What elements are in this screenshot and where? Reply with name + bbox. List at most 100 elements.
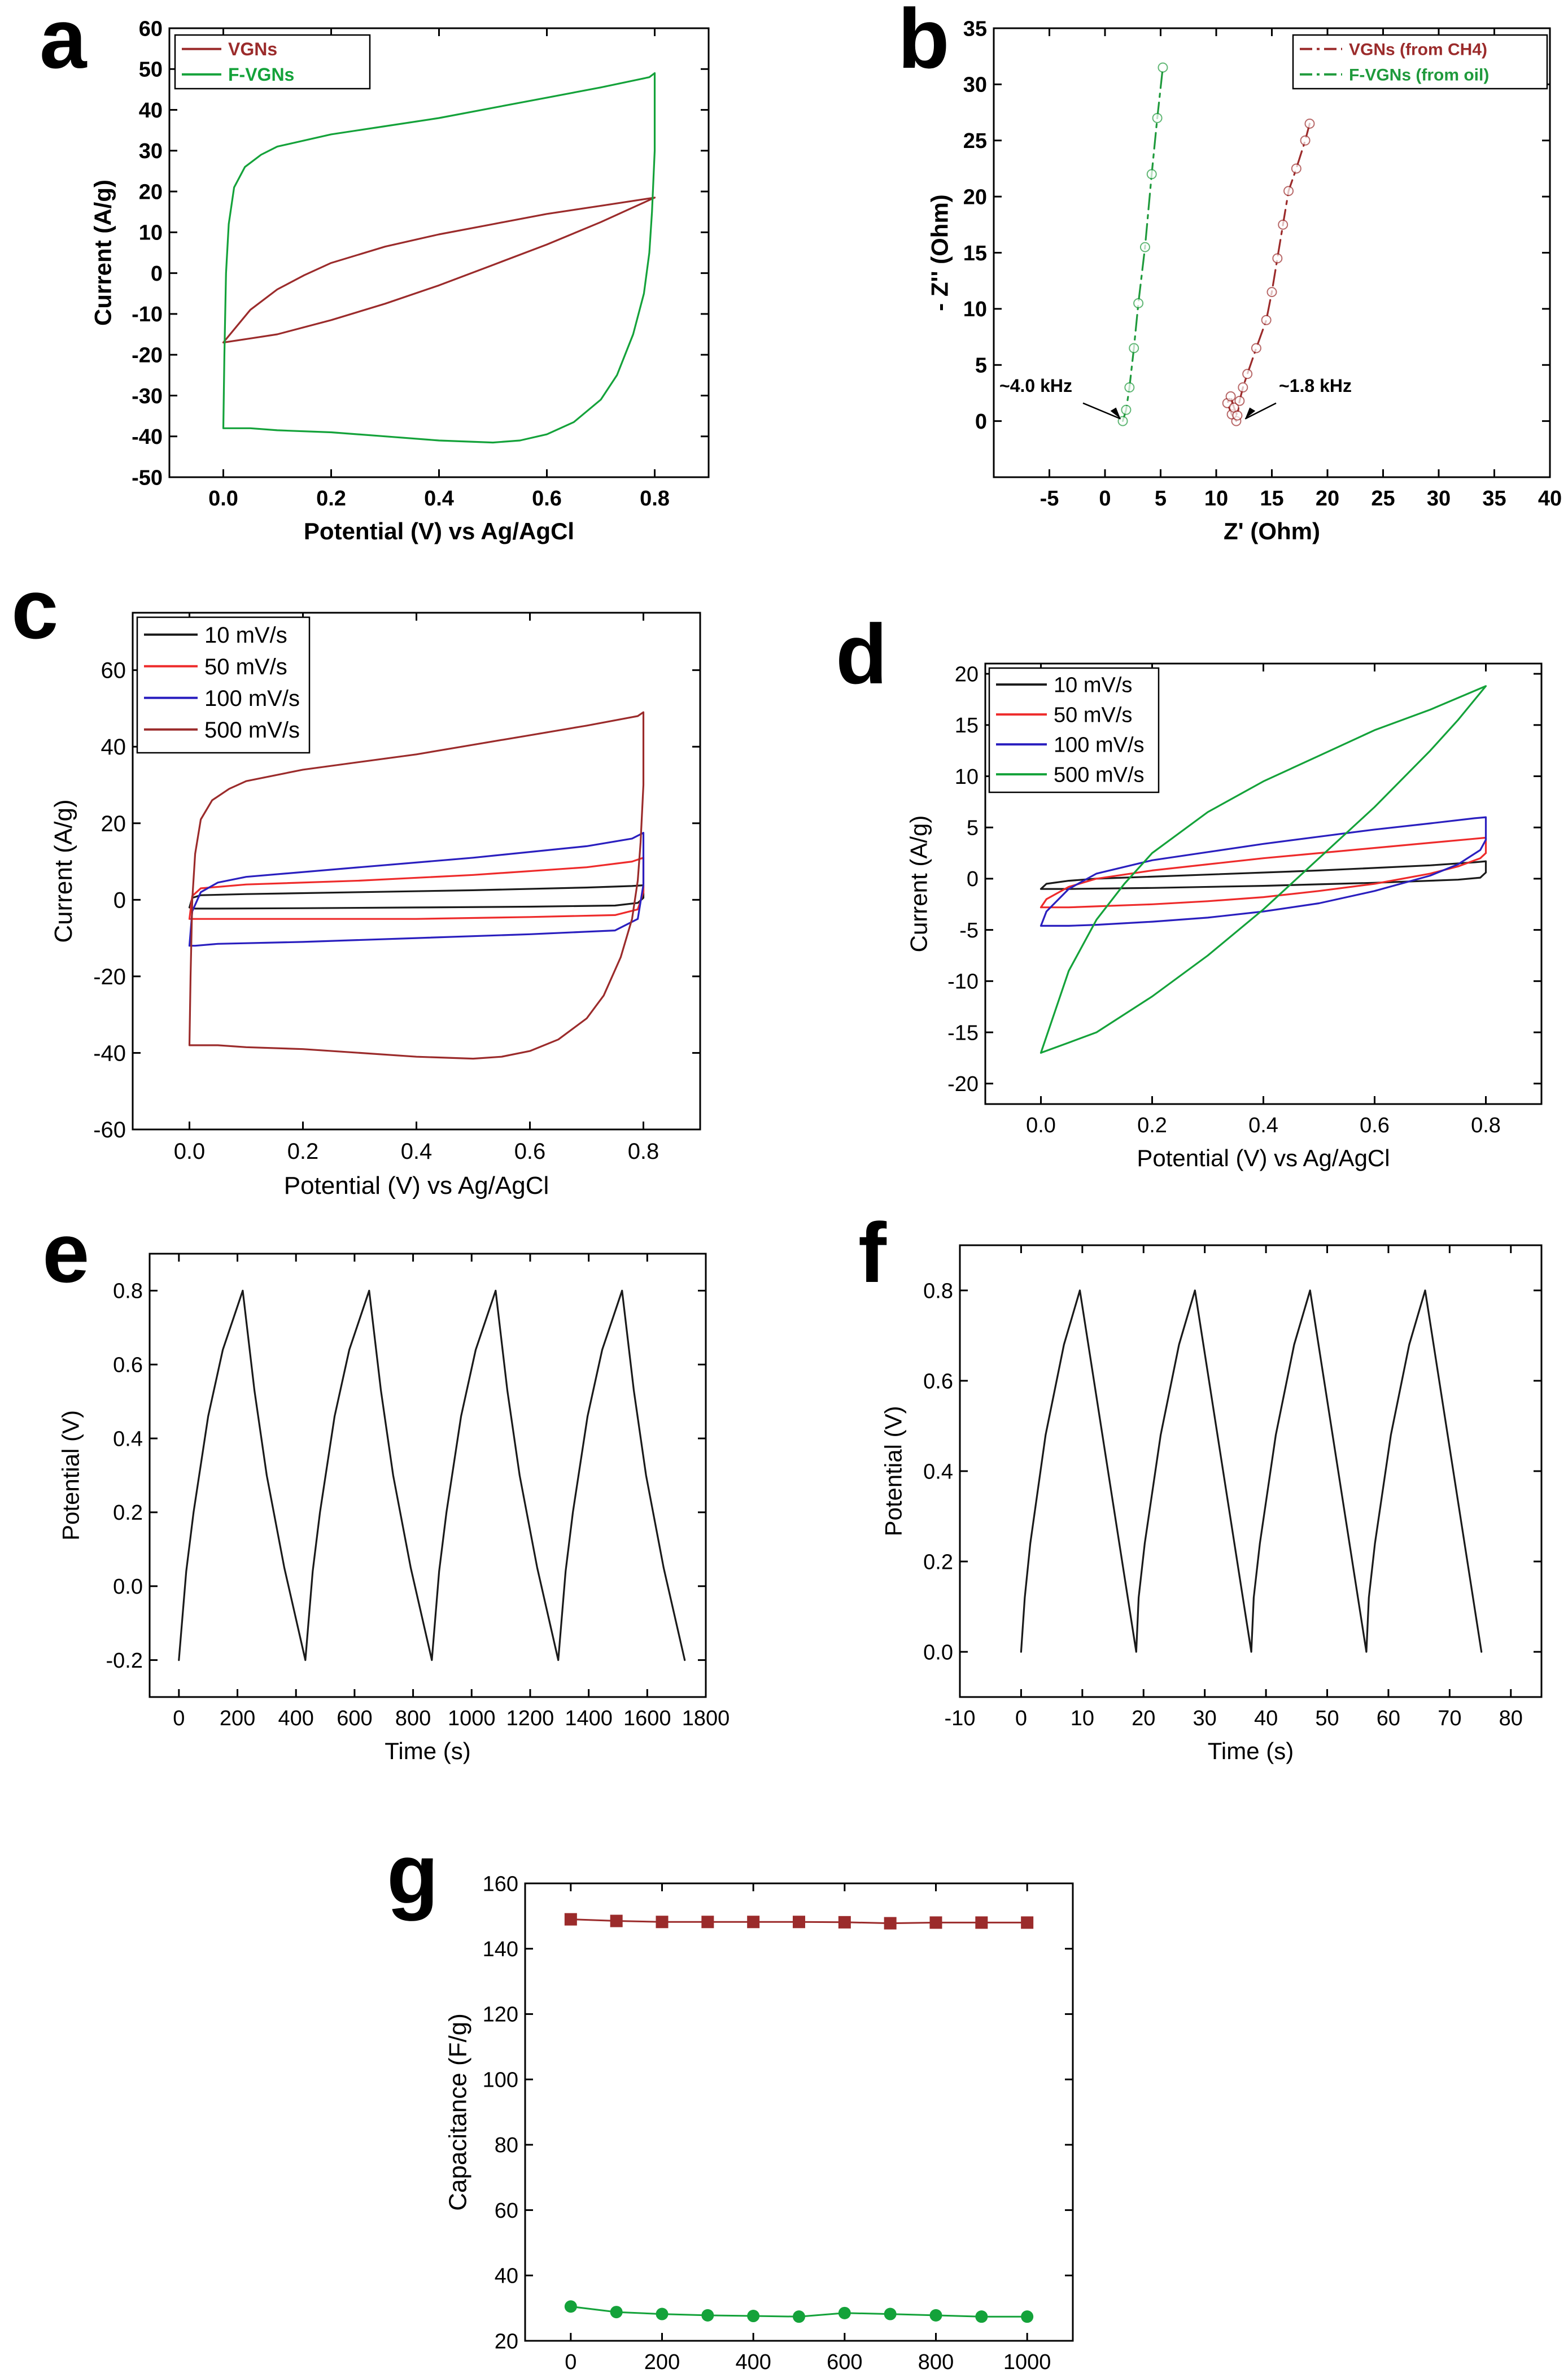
y-tick-label: -20	[947, 1072, 979, 1096]
series-line-gcd	[178, 1289, 686, 1661]
y-tick-label: 0	[151, 262, 163, 286]
y-tick-label: 0.6	[923, 1369, 953, 1393]
x-tick-label: 0.2	[316, 487, 346, 511]
annotation-4khz: ~4.0 kHz	[999, 376, 1072, 396]
data-point	[929, 1916, 942, 1929]
data-point	[1158, 62, 1168, 73]
y-tick-label: 0	[975, 410, 987, 434]
y-tick-label: 60	[495, 2199, 518, 2223]
x-tick-label: 0.4	[1248, 1114, 1278, 1137]
data-point	[1278, 219, 1289, 230]
x-tick-label: 0.8	[628, 1139, 659, 1164]
y-tick-label: 160	[483, 1872, 518, 1896]
chart-g: 0200400600800100020406080100120140160No.…	[444, 1872, 1074, 2373]
y-tick-label: -10	[947, 970, 979, 994]
x-tick-label: 0.2	[287, 1139, 319, 1164]
x-tick-label: 800	[395, 1707, 431, 1730]
x-tick-label: 0	[1015, 1707, 1027, 1730]
data-point	[884, 1917, 897, 1930]
y-tick-label: 40	[101, 735, 126, 760]
data-point	[701, 1916, 714, 1929]
x-tick-label: 1400	[565, 1707, 613, 1730]
x-tick-label: 20	[1316, 487, 1339, 511]
x-axis-label: Potential (V) vs Ag/AgCl	[284, 1172, 549, 1199]
x-tick-label: 40	[1254, 1707, 1278, 1730]
x-tick-label: 0.4	[401, 1139, 433, 1164]
x-tick-label: 600	[337, 1707, 372, 1730]
y-tick-label: 20	[955, 662, 979, 686]
data-point	[1124, 382, 1135, 392]
y-tick-label: 60	[101, 658, 126, 683]
x-axis-label: Z' (Ohm)	[1224, 518, 1320, 544]
panel-letter-e: e	[42, 1205, 89, 1300]
data-point	[1129, 343, 1139, 354]
x-tick-label: 0.2	[1137, 1114, 1167, 1137]
y-tick-label: 100	[483, 2068, 518, 2092]
data-point	[838, 2306, 851, 2319]
y-tick-label: 5	[975, 354, 987, 378]
x-tick-label: 1000	[1003, 2350, 1051, 2373]
x-tick-label: -10	[945, 1707, 976, 1730]
data-point	[975, 2310, 988, 2323]
y-tick-label: 30	[963, 73, 987, 97]
y-tick-label: 140	[483, 1938, 518, 1961]
x-tick-label: 30	[1193, 1707, 1217, 1730]
y-tick-label: 40	[495, 2265, 518, 2288]
x-tick-label: 1200	[506, 1707, 554, 1730]
x-tick-label: 0.8	[1471, 1114, 1501, 1137]
legend-label: 10 mV/s	[204, 623, 287, 648]
data-point	[1133, 298, 1144, 308]
x-tick-label: 20	[1132, 1707, 1155, 1730]
data-point	[747, 2310, 760, 2323]
data-point	[656, 1916, 669, 1929]
data-point	[610, 1914, 623, 1927]
chart-c: 0.0 0.2 0.4 0.6 0.8 -60 -40 -20 0 20 40 60 Potential…	[50, 612, 701, 1199]
x-tick-label: 0.6	[532, 487, 562, 511]
x-tick-label: 30	[1427, 487, 1451, 511]
series-line-500-mv-s	[188, 711, 645, 1060]
data-point	[1261, 315, 1272, 325]
y-tick-label: -10	[132, 303, 163, 326]
data-point	[1266, 287, 1277, 298]
y-axis-label: Capacitance (F/g)	[444, 2013, 471, 2211]
x-tick-label: 60	[1377, 1707, 1400, 1730]
chart-b: -5 0 5 10 15 20 25 30 35 40 0 5 10 15 20 25 30 35 Z' (Ohm)…	[927, 17, 1562, 544]
legend-label: 100 mV/s	[1054, 733, 1145, 757]
y-tick-label: 50	[139, 58, 163, 82]
legend-label: 500 mV/s	[1054, 763, 1145, 787]
data-point	[1139, 242, 1150, 252]
legend-label: 50 mV/s	[204, 655, 287, 679]
x-tick-label: 0.0	[208, 487, 238, 511]
data-point	[610, 2306, 623, 2319]
y-tick-label: 5	[967, 817, 979, 840]
x-tick-label: 0.4	[424, 487, 454, 511]
data-point	[1234, 395, 1245, 406]
legend-box	[1292, 34, 1548, 90]
legend-label: VGNs (from CH4)	[1349, 40, 1487, 59]
data-point	[1238, 382, 1248, 392]
y-tick-label: 0.0	[923, 1641, 953, 1664]
x-tick-label: 50	[1315, 1707, 1339, 1730]
x-tick-label: 0.0	[174, 1139, 206, 1164]
series-line-500-mv-s	[1039, 685, 1487, 1054]
annotation-arrowhead	[1110, 407, 1121, 419]
x-tick-label: 40	[1538, 487, 1562, 511]
chart-a: 0.0 0.2 0.4 0.6 0.8 -50 -40 -30 -20 -10 0 10 20 30 40 5…	[90, 17, 710, 544]
x-tick-label: 70	[1438, 1707, 1461, 1730]
y-axis-label: Potential (V)	[880, 1406, 907, 1536]
data-point	[1225, 391, 1236, 402]
data-point	[793, 2310, 805, 2323]
plot-frame	[524, 1882, 1074, 2342]
series-line-50-mv-s	[1039, 836, 1487, 909]
legend-box	[988, 667, 1160, 793]
y-tick-label: -20	[93, 965, 126, 989]
y-tick-label: 20	[963, 185, 987, 209]
x-tick-label: 200	[644, 2350, 680, 2373]
x-axis-label: Potential (V) vs Ag/AgCl	[1137, 1145, 1390, 1171]
y-tick-label: 10	[955, 765, 979, 789]
annotation-arrowhead	[1245, 407, 1256, 419]
data-point	[747, 1916, 760, 1929]
x-tick-label: 0	[173, 1707, 185, 1730]
y-tick-label: -15	[947, 1021, 979, 1045]
legend-label: F-VGNs (from oil)	[1349, 66, 1489, 84]
